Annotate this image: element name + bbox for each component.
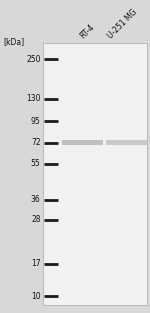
Text: 10: 10 bbox=[31, 292, 41, 301]
Text: RT-4: RT-4 bbox=[78, 23, 96, 41]
Bar bbox=[62, 141, 103, 145]
Text: 17: 17 bbox=[31, 259, 41, 268]
Text: 36: 36 bbox=[31, 195, 41, 204]
Text: U-251 MG: U-251 MG bbox=[106, 8, 139, 41]
Text: 28: 28 bbox=[31, 215, 41, 224]
Bar bbox=[43, 43, 147, 305]
Text: [kDa]: [kDa] bbox=[3, 38, 24, 46]
Text: 130: 130 bbox=[26, 94, 41, 103]
Bar bbox=[106, 141, 147, 145]
Text: 55: 55 bbox=[31, 159, 41, 168]
Text: 250: 250 bbox=[26, 55, 41, 64]
Text: 95: 95 bbox=[31, 117, 41, 126]
Text: 72: 72 bbox=[31, 138, 41, 147]
